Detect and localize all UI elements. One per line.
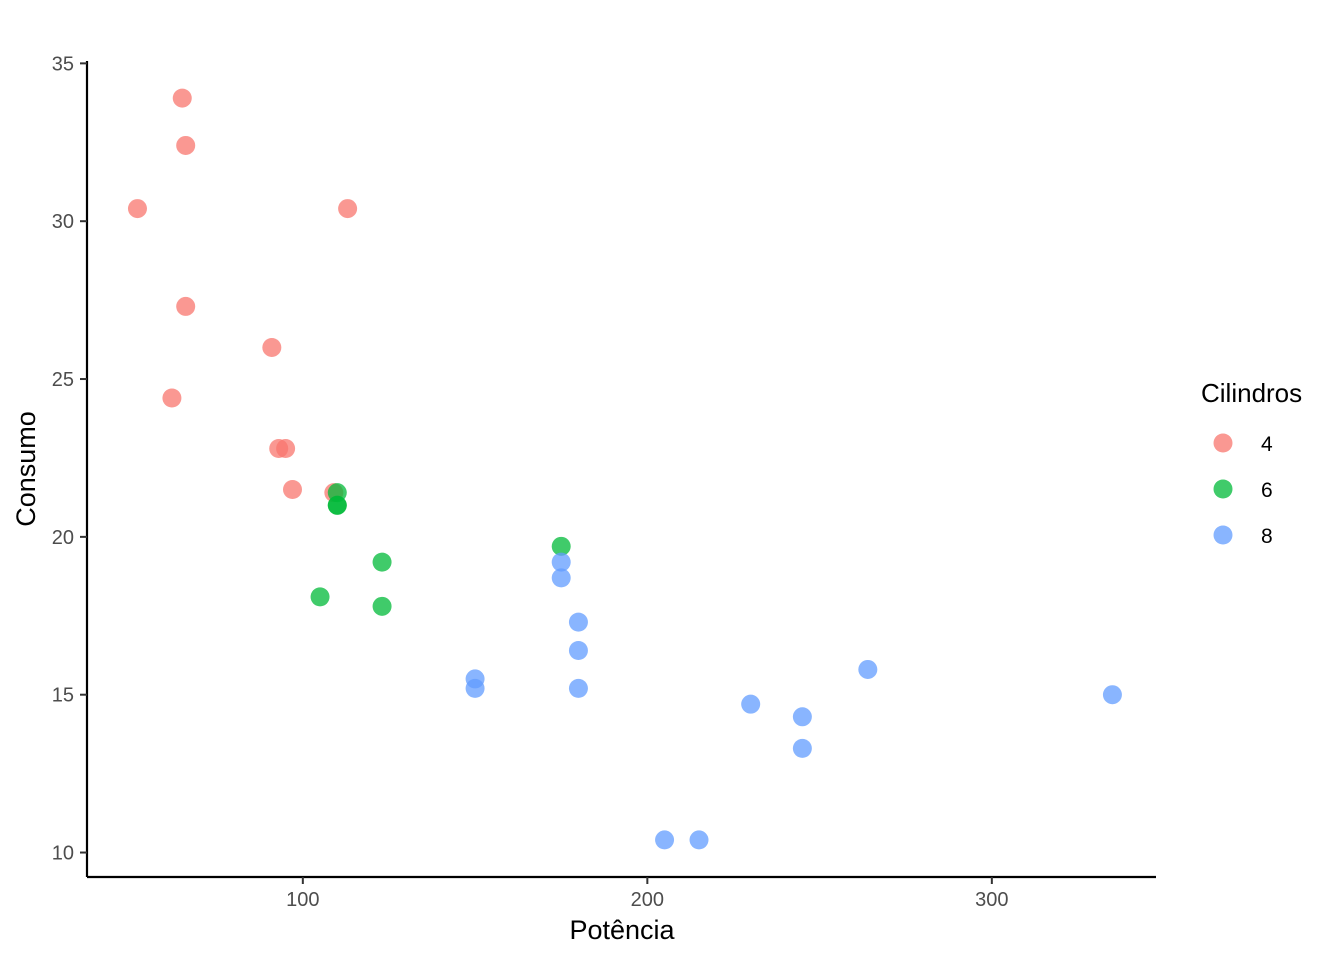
axes [85,61,1156,879]
data-point-cyl-8 [655,830,675,850]
y-tick-label: 15 [52,685,74,707]
data-point-cyl-4 [176,135,196,155]
data-point-cyl-8 [465,678,485,698]
data-point-cyl-8 [858,659,878,679]
data-point-cyl-4 [172,88,192,108]
data-point-cyl-8 [551,552,571,572]
data-point-cyl-6 [327,483,347,503]
y-tick-label: 35 [52,53,74,75]
data-point-cyl-4 [262,337,282,357]
data-point-cyl-8 [1102,685,1122,705]
data-point-cyl-4 [276,438,296,458]
data-point-cyl-8 [689,830,709,850]
data-point-cyl-8 [568,678,588,698]
x-tick-label: 300 [975,889,1008,911]
data-point-cyl-8 [568,612,588,632]
data-point-cyl-8 [792,707,812,727]
y-tick-label: 25 [52,369,74,391]
y-tick-label: 10 [52,843,74,865]
data-point-cyl-6 [372,596,392,616]
x-tick-label: 100 [286,889,319,911]
data-point-cyl-8 [741,694,761,714]
ticks: 100 200 300 10 15 20 25 30 35 [52,53,1009,911]
data-point-cyl-6 [372,552,392,572]
data-point-cyl-4 [127,199,147,219]
data-point-cyl-8 [568,641,588,661]
data-point-cyl-4 [176,296,196,316]
legend-label: 6 [1261,479,1273,502]
data-point-cyl-6 [551,536,571,556]
points-layer [127,88,1122,850]
data-point-cyl-4 [282,480,302,500]
data-point-cyl-8 [792,738,812,758]
y-axis-title: Consumo [11,411,41,527]
legend: Cilindros 4 6 8 [1201,378,1302,548]
legend-label: 4 [1261,433,1273,456]
legend-title: Cilindros [1201,378,1302,408]
legend-items: 4 6 8 [1213,433,1273,548]
legend-key-4 [1213,433,1233,453]
legend-key-8 [1213,525,1233,545]
x-axis-title: Potência [569,915,675,945]
y-tick-label: 30 [52,211,74,233]
legend-key-6 [1213,479,1233,499]
data-point-cyl-8 [551,568,571,588]
data-point-cyl-4 [338,199,358,219]
data-point-cyl-6 [310,587,330,607]
legend-label: 8 [1261,525,1273,548]
y-tick-label: 20 [52,527,74,549]
data-point-cyl-4 [162,388,182,408]
x-tick-label: 200 [631,889,664,911]
